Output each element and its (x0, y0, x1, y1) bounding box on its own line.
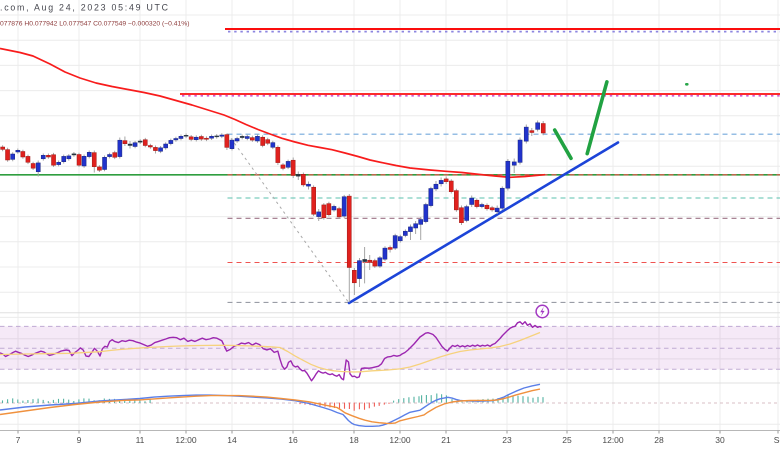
svg-text:18: 18 (349, 435, 359, 445)
svg-text:Se: Se (774, 435, 780, 445)
svg-text:077876 H0.077942 L0.077547 C0.: 077876 H0.077942 L0.077547 C0.077549 −0.… (0, 20, 190, 27)
svg-text:12:00: 12:00 (602, 435, 624, 445)
svg-text:.com, Aug 24, 2023 05:49 UTC: .com, Aug 24, 2023 05:49 UTC (0, 3, 170, 13)
svg-text:30: 30 (715, 435, 725, 445)
svg-text:12:00: 12:00 (389, 435, 411, 445)
svg-text:11: 11 (136, 435, 145, 445)
svg-text:28: 28 (654, 435, 664, 445)
svg-text:14: 14 (227, 435, 237, 445)
svg-text:21: 21 (441, 435, 451, 445)
svg-text:9: 9 (77, 435, 82, 445)
svg-text:7: 7 (16, 435, 21, 445)
svg-text:25: 25 (562, 435, 572, 445)
svg-text:16: 16 (288, 435, 298, 445)
svg-text:23: 23 (502, 435, 512, 445)
svg-text:12:00: 12:00 (175, 435, 197, 445)
